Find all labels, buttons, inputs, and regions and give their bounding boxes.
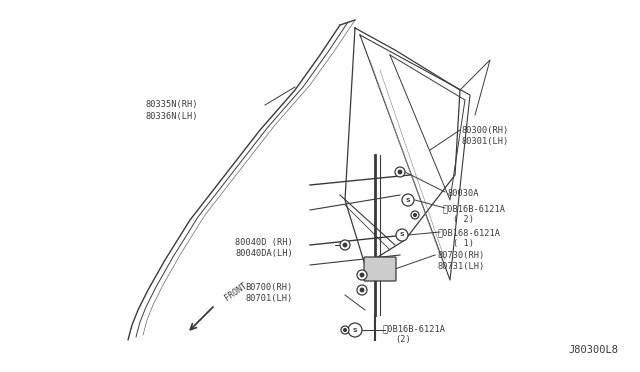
Circle shape xyxy=(357,270,367,280)
Text: 80731(LH): 80731(LH) xyxy=(437,262,484,271)
Text: (2): (2) xyxy=(395,335,411,344)
Text: S: S xyxy=(400,232,404,237)
Circle shape xyxy=(398,170,402,174)
Text: 80335N(RH): 80335N(RH) xyxy=(145,100,198,109)
Circle shape xyxy=(411,211,419,219)
Text: ( 1): ( 1) xyxy=(453,239,474,248)
Circle shape xyxy=(360,288,364,292)
Circle shape xyxy=(413,214,417,217)
Circle shape xyxy=(348,323,362,337)
Text: ( 2): ( 2) xyxy=(453,215,474,224)
Circle shape xyxy=(343,243,347,247)
Text: J80300L8: J80300L8 xyxy=(568,345,618,355)
Text: 80301(LH): 80301(LH) xyxy=(462,137,509,146)
Text: 80701(LH): 80701(LH) xyxy=(245,294,292,303)
Circle shape xyxy=(396,229,408,241)
Text: B0700(RH): B0700(RH) xyxy=(245,283,292,292)
Text: Ⓝ0B16B-6121A: Ⓝ0B16B-6121A xyxy=(383,324,446,333)
Text: Ⓝ0B16B-6121A: Ⓝ0B16B-6121A xyxy=(443,204,506,213)
Text: 80300(RH): 80300(RH) xyxy=(462,126,509,135)
FancyBboxPatch shape xyxy=(364,257,396,281)
Circle shape xyxy=(344,328,346,331)
Text: S: S xyxy=(353,327,357,333)
Circle shape xyxy=(341,326,349,334)
Text: 80336N(LH): 80336N(LH) xyxy=(145,112,198,121)
Text: 80730(RH): 80730(RH) xyxy=(437,251,484,260)
Text: FRONT: FRONT xyxy=(223,281,249,303)
Circle shape xyxy=(340,240,350,250)
Text: Ⓝ0B168-6121A: Ⓝ0B168-6121A xyxy=(438,228,501,237)
Text: S: S xyxy=(406,198,410,202)
Circle shape xyxy=(360,273,364,277)
Circle shape xyxy=(402,194,414,206)
Text: 80030A: 80030A xyxy=(447,189,479,198)
Circle shape xyxy=(357,285,367,295)
Text: 80040D (RH): 80040D (RH) xyxy=(235,238,292,247)
Circle shape xyxy=(395,167,405,177)
Text: 80040DA(LH): 80040DA(LH) xyxy=(235,249,292,258)
